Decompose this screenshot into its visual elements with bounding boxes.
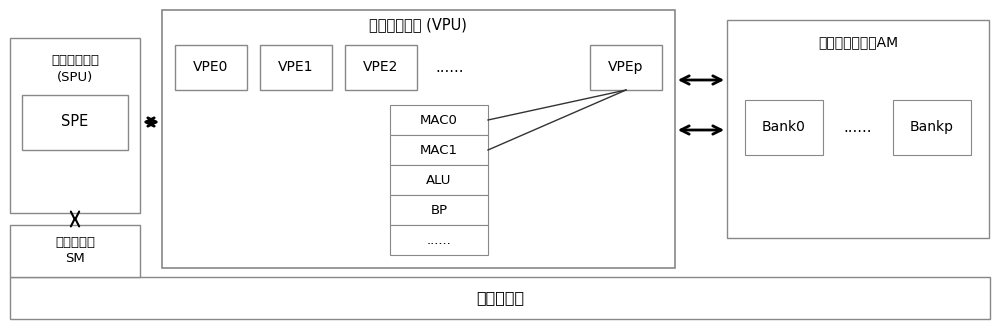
Bar: [260, 45, 332, 90]
Text: 向量阵列存储器AM: 向量阵列存储器AM: [818, 35, 898, 49]
Text: Bankp: Bankp: [910, 120, 954, 134]
Text: MAC0: MAC0: [420, 114, 458, 126]
Bar: [390, 135, 488, 165]
Text: SPE: SPE: [61, 114, 89, 130]
Bar: [727, 20, 989, 238]
Text: ALU: ALU: [426, 173, 452, 187]
Text: ......: ......: [427, 234, 451, 246]
Bar: [390, 225, 488, 255]
Text: SM: SM: [65, 251, 85, 265]
Bar: [590, 45, 662, 90]
Text: VPE0: VPE0: [193, 60, 229, 74]
Bar: [10, 38, 140, 213]
Text: (SPU): (SPU): [57, 70, 93, 84]
Text: VPE2: VPE2: [363, 60, 399, 74]
Text: 片外存储器: 片外存储器: [476, 291, 524, 306]
Bar: [345, 45, 417, 90]
Bar: [745, 100, 823, 155]
Text: ......: ......: [436, 60, 464, 74]
Bar: [10, 225, 140, 277]
Text: 向量处理部件 (VPU): 向量处理部件 (VPU): [369, 17, 467, 33]
Bar: [390, 195, 488, 225]
Bar: [390, 105, 488, 135]
Text: VPEp: VPEp: [608, 60, 644, 74]
Text: VPE1: VPE1: [278, 60, 314, 74]
Bar: [162, 10, 675, 268]
Bar: [893, 100, 971, 155]
Text: Bank0: Bank0: [762, 120, 806, 134]
Text: ......: ......: [844, 119, 872, 135]
Bar: [175, 45, 247, 90]
Text: BP: BP: [430, 204, 448, 216]
Text: 标量存储器: 标量存储器: [55, 236, 95, 248]
Text: 标量处理部件: 标量处理部件: [51, 54, 99, 66]
Bar: [390, 165, 488, 195]
Bar: [10, 277, 990, 319]
Bar: [22, 95, 128, 150]
Text: MAC1: MAC1: [420, 143, 458, 157]
